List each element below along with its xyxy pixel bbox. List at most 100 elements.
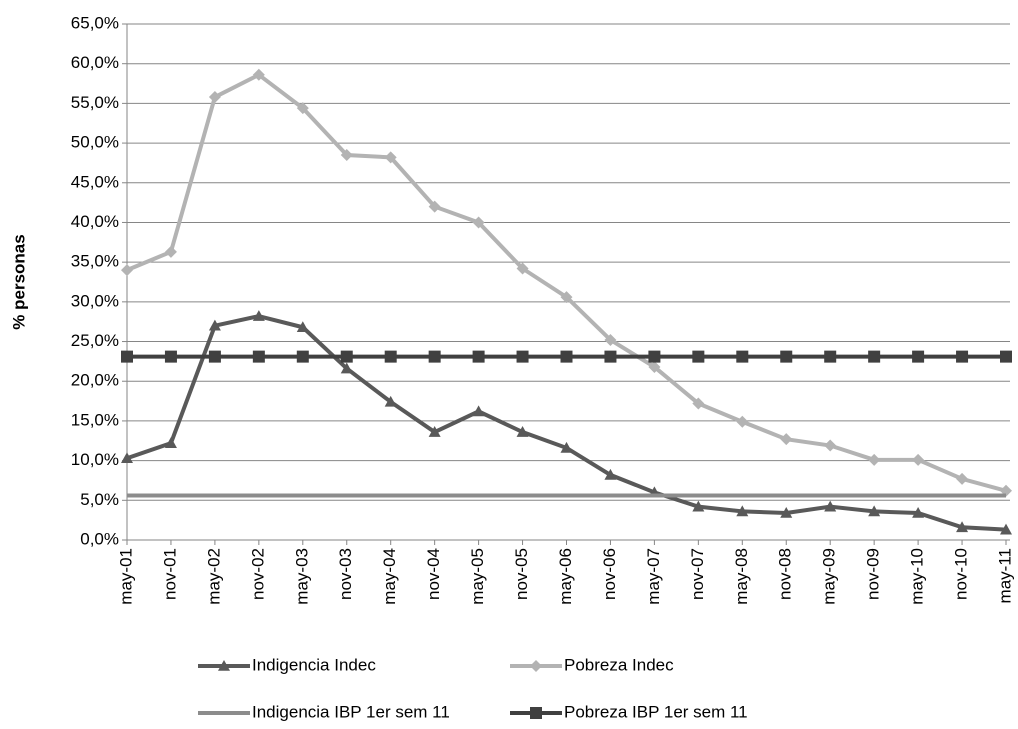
- legend-label: Pobreza IBP 1er sem 11: [564, 702, 748, 721]
- marker: [604, 350, 617, 363]
- marker: [121, 452, 133, 464]
- y-tick-label: 5,0%: [80, 490, 119, 509]
- marker: [1000, 523, 1012, 535]
- marker: [472, 405, 485, 417]
- marker: [868, 453, 881, 466]
- x-tick-label: may-11: [995, 548, 1014, 603]
- marker: [472, 216, 485, 229]
- marker: [560, 441, 573, 453]
- marker: [692, 350, 705, 363]
- marker: [252, 68, 265, 81]
- marker: [692, 500, 705, 512]
- y-tick-label: 60,0%: [71, 53, 119, 72]
- legend-label: Indigencia Indec: [252, 655, 376, 674]
- marker: [164, 245, 177, 258]
- marker: [428, 200, 441, 213]
- y-tick-label: 65,0%: [71, 13, 119, 32]
- x-tick-label: may-03: [292, 548, 311, 605]
- marker: [384, 395, 397, 407]
- marker: [1000, 350, 1012, 363]
- y-tick-label: 50,0%: [71, 133, 119, 152]
- y-tick-label: 40,0%: [71, 212, 119, 231]
- x-tick-label: may-09: [820, 548, 839, 605]
- x-tick-label: nov-07: [688, 548, 707, 600]
- x-tick-label: may-10: [908, 548, 927, 605]
- marker: [824, 500, 837, 512]
- x-tick-label: nov-06: [600, 548, 619, 600]
- marker: [736, 505, 749, 517]
- marker: [208, 350, 221, 363]
- marker: [648, 350, 661, 363]
- marker: [956, 350, 969, 363]
- y-axis-label: % personas: [9, 234, 28, 329]
- x-tick-label: may-02: [204, 548, 223, 605]
- x-tick-label: may-07: [644, 548, 663, 605]
- marker: [121, 264, 133, 277]
- marker: [912, 350, 925, 363]
- marker: [164, 437, 177, 448]
- marker: [384, 151, 397, 164]
- marker: [296, 321, 309, 333]
- marker: [340, 362, 353, 374]
- marker: [340, 350, 353, 363]
- marker: [516, 350, 529, 363]
- marker: [384, 350, 397, 363]
- x-tick-label: may-04: [380, 548, 399, 605]
- x-tick-label: nov-09: [864, 548, 883, 600]
- marker: [868, 350, 881, 363]
- marker: [736, 350, 749, 363]
- legend-marker: [218, 660, 230, 671]
- marker: [780, 433, 793, 446]
- marker: [252, 350, 265, 363]
- legend-label: Pobreza Indec: [564, 655, 674, 674]
- y-tick-label: 0,0%: [80, 529, 119, 548]
- y-tick-label: 10,0%: [71, 450, 119, 469]
- legend-label: Indigencia IBP 1er sem 11: [252, 702, 450, 721]
- marker: [472, 350, 485, 363]
- marker: [604, 468, 617, 480]
- x-tick-label: nov-04: [424, 548, 443, 600]
- x-tick-label: nov-10: [952, 548, 971, 600]
- marker: [824, 439, 837, 452]
- x-tick-label: may-06: [556, 548, 575, 605]
- marker: [912, 453, 925, 466]
- marker: [780, 350, 793, 363]
- marker: [824, 350, 837, 363]
- marker: [912, 507, 925, 518]
- marker: [296, 102, 309, 115]
- marker: [208, 319, 221, 331]
- marker: [208, 91, 221, 104]
- x-tick-label: may-01: [116, 548, 135, 605]
- series-line: [126, 72, 1007, 493]
- y-tick-label: 35,0%: [71, 252, 119, 271]
- series-line: [126, 314, 1007, 532]
- marker: [560, 350, 573, 363]
- x-tick-label: nov-01: [160, 548, 179, 600]
- marker: [868, 505, 881, 517]
- marker: [736, 415, 749, 428]
- legend-marker: [530, 707, 542, 719]
- marker: [428, 350, 441, 363]
- marker: [516, 262, 529, 275]
- marker: [956, 521, 969, 533]
- marker: [648, 360, 661, 373]
- x-tick-label: nov-03: [336, 548, 355, 600]
- marker: [164, 350, 177, 363]
- marker: [956, 472, 969, 485]
- x-tick-label: nov-02: [248, 548, 267, 600]
- y-tick-label: 20,0%: [71, 371, 119, 390]
- x-tick-label: nov-08: [776, 548, 795, 600]
- marker: [516, 426, 529, 437]
- legend-marker: [530, 660, 542, 672]
- y-tick-label: 45,0%: [71, 172, 119, 191]
- marker: [560, 291, 573, 304]
- marker: [604, 333, 617, 346]
- y-tick-label: 55,0%: [71, 93, 119, 112]
- marker: [692, 397, 705, 410]
- x-tick-label: nov-05: [512, 548, 531, 600]
- marker: [428, 426, 441, 437]
- marker: [340, 148, 353, 161]
- y-tick-label: 25,0%: [71, 331, 119, 350]
- y-tick-label: 30,0%: [71, 291, 119, 310]
